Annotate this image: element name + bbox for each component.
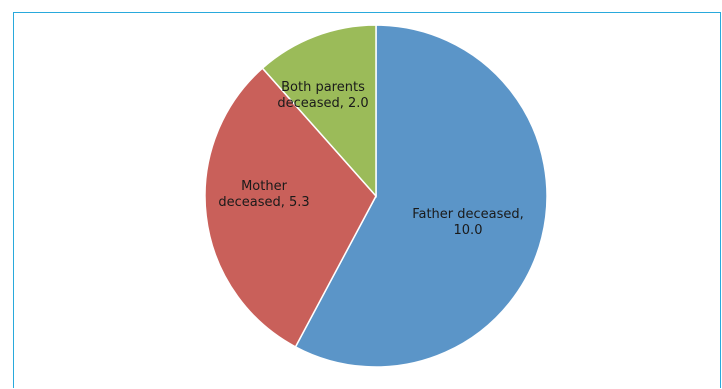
slice-label-father-deceased: Father deceased, 10.0 <box>412 207 524 238</box>
pie-slice-both-parents-deceased <box>261 24 377 198</box>
pie-slice-father-deceased <box>294 24 548 368</box>
slice-label-line: Both parents <box>281 80 365 95</box>
slice-label-line: Father deceased, <box>412 207 524 222</box>
slice-label-mother-deceased: Mother deceased, 5.3 <box>218 179 309 210</box>
slice-label-line: deceased, 2.0 <box>277 96 368 111</box>
slice-label-both-parents-deceased: Both parents deceased, 2.0 <box>277 80 368 111</box>
slice-label-line: 10.0 <box>454 223 483 238</box>
pie-labels: Father deceased, 10.0 Mother deceased, 5.3 B… <box>218 80 523 238</box>
slice-label-line: deceased, 5.3 <box>218 195 309 210</box>
pie-slices <box>204 24 548 368</box>
slice-label-line: Mother <box>241 179 288 194</box>
pie-slice-mother-deceased <box>204 67 377 348</box>
